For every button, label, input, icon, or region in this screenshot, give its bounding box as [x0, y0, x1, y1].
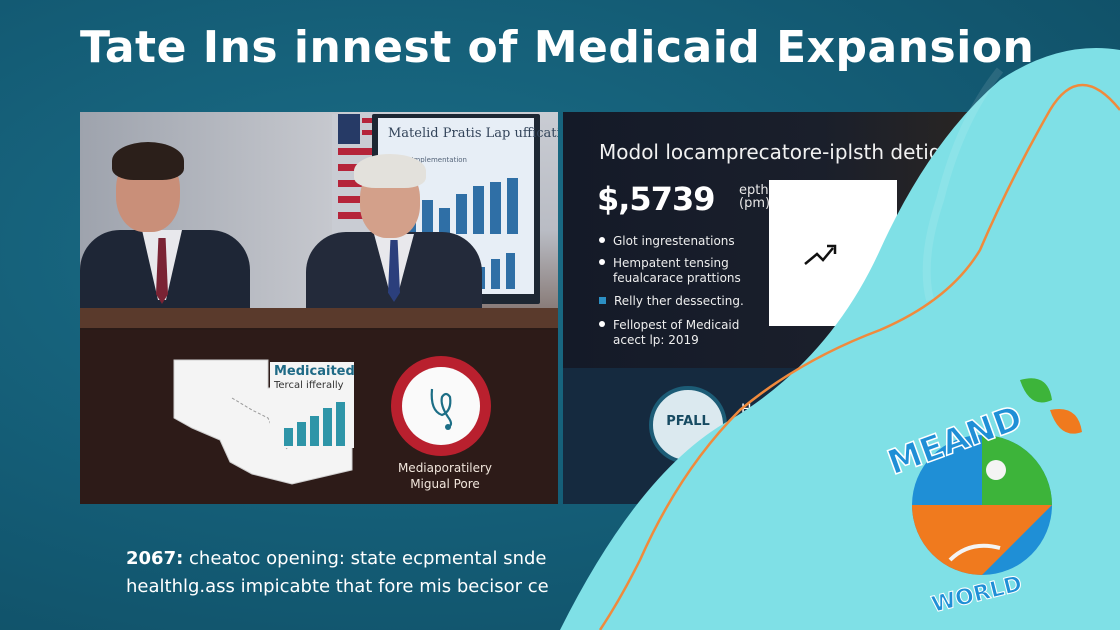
panel-title: Modol locamprecatore-iplsth detigate — [599, 140, 974, 164]
medicaid-badge — [391, 356, 491, 456]
map-bar — [336, 402, 345, 446]
healthcare-label: Healthcare Cen — [741, 402, 850, 418]
bottom-bar — [789, 478, 805, 500]
screen-bar — [506, 253, 515, 289]
state-map-card — [173, 359, 354, 485]
screen-title: Matelid Pratis Lap ufficatice — [388, 126, 558, 141]
bullet-item: Hempatent tensing feualcarace prattions — [599, 256, 741, 286]
screen-bar — [473, 186, 484, 234]
screen-bar — [439, 208, 450, 234]
bullet-item: Relly ther dessecting. — [599, 294, 744, 309]
screen-bar — [507, 178, 518, 234]
map-bar — [323, 408, 332, 446]
map-card-subtitle: Tercal ifferally — [274, 380, 344, 391]
bottom-bar-chart — [723, 450, 913, 500]
bullet-item: Glot ingrestenations — [599, 234, 735, 249]
screen-bar — [422, 200, 433, 234]
footer-line-2: healthlg.ass impicabte that fore mis bec… — [126, 576, 549, 597]
screen-subtitle: Muedi Implementation — [388, 156, 467, 164]
bottom-bar — [767, 484, 783, 500]
right-info-panel: Modol locamprecatore-iplsth detigate $,5… — [563, 112, 993, 504]
stethoscope-icon — [430, 388, 453, 430]
bottom-bar — [899, 450, 913, 500]
map-bar — [284, 428, 293, 446]
badge-caption: Mediaporatilery Migual Pore — [397, 461, 493, 491]
press-conference-photo: Matelid Pratis Lap ufficatice Muedi Impl… — [80, 112, 558, 328]
footer-line-1: 2067: cheatoc opening: state ecpmental s… — [126, 548, 547, 569]
document-card — [769, 180, 897, 326]
map-card-title: Medicaited — [274, 364, 355, 379]
amount-value: $,5739 — [597, 180, 715, 218]
page-title: Tate Ins innest of Medicaid Expansion — [80, 22, 1035, 73]
screen-bar — [456, 194, 467, 234]
desk — [80, 308, 558, 328]
screen-bar — [491, 259, 500, 289]
bullet-item: Fellopest of Medicaid acect lp: 2019 — [599, 318, 739, 348]
bottom-bar — [855, 460, 871, 500]
screen-bar — [490, 182, 501, 234]
bottom-bar — [877, 454, 893, 500]
bottom-bar — [723, 492, 739, 500]
left-photo-panel: Matelid Pratis Lap ufficatice Muedi Impl… — [80, 112, 558, 504]
bottom-bar — [811, 472, 827, 500]
bottom-bar — [745, 488, 761, 500]
map-bar — [297, 422, 306, 446]
trend-up-icon — [804, 244, 837, 265]
bottom-bar — [833, 466, 849, 500]
amount-unit: epth (pm) — [739, 183, 771, 211]
map-bar — [310, 416, 319, 446]
